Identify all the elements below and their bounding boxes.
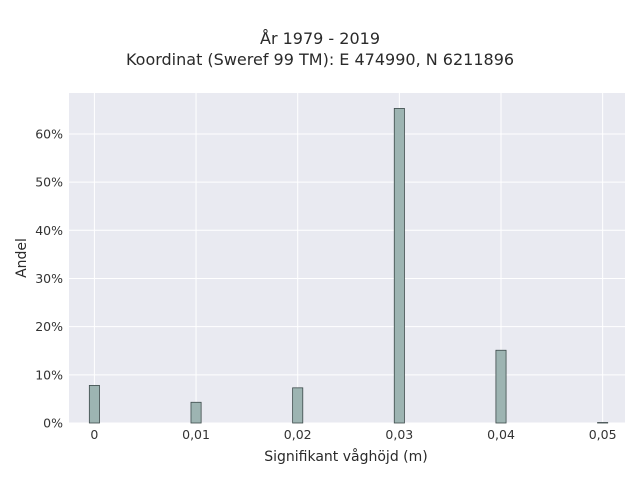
x-tick-label: 0,03	[385, 427, 413, 442]
chart-title-line-2: Koordinat (Sweref 99 TM): E 474990, N 62…	[125, 50, 515, 69]
bar	[88, 385, 100, 424]
bar	[190, 401, 202, 424]
bar	[393, 108, 405, 424]
y-tick-label: 20%	[35, 319, 63, 334]
x-tick-label: 0,01	[182, 427, 210, 442]
x-tick-label: 0,04	[487, 427, 515, 442]
x-tick-labels: 0 0,01 0,02 0,03 0,04 0,05	[90, 427, 616, 442]
y-tick-label: 10%	[35, 367, 63, 382]
bar	[292, 387, 304, 424]
y-grid	[69, 133, 625, 424]
x-tick-label: 0,02	[284, 427, 312, 442]
y-tick-label: 50%	[35, 175, 63, 190]
y-tick-label: 60%	[35, 126, 63, 141]
x-axis-label: Signifikant våghöjd (m)	[264, 448, 427, 465]
bar	[495, 349, 507, 424]
y-tick-label: 0%	[43, 416, 63, 431]
y-tick-labels: 0% 10% 20% 30% 40% 50% 60%	[35, 126, 63, 430]
bars	[88, 108, 609, 424]
y-tick-label: 30%	[35, 271, 63, 286]
y-axis-label: Andel	[14, 238, 30, 278]
x-tick-label: 0	[90, 427, 98, 442]
y-tick-label: 40%	[35, 223, 63, 238]
chart-title-line-1: År 1979 - 2019	[260, 29, 380, 48]
x-tick-label: 0,05	[589, 427, 617, 442]
plot-area	[69, 93, 625, 423]
bar	[597, 422, 609, 424]
